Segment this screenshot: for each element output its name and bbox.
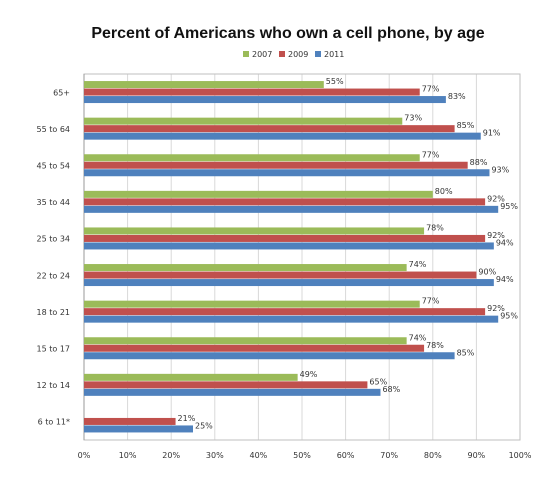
bar-2007-25-to-34 bbox=[84, 227, 425, 235]
x-tick-label: 10% bbox=[119, 451, 137, 460]
x-tick-label: 0% bbox=[78, 451, 91, 460]
bar-2011-55-to-64 bbox=[84, 132, 481, 140]
x-tick-label: 40% bbox=[250, 451, 268, 460]
data-label-2007-35-to-44: 80% bbox=[435, 187, 453, 196]
x-tick-label: 100% bbox=[509, 451, 532, 460]
bar-2007-55-to-64 bbox=[84, 117, 403, 125]
bars bbox=[84, 81, 499, 433]
legend-label-2011: 2011 bbox=[324, 50, 344, 59]
bar-2007-65 bbox=[84, 81, 324, 89]
data-label-2009-55-to-64: 85% bbox=[457, 121, 475, 130]
data-label-2009-22-to-24: 90% bbox=[478, 268, 496, 277]
data-label-2007-55-to-64: 73% bbox=[404, 114, 422, 123]
category-label-65: 65+ bbox=[53, 88, 70, 97]
bar-2011-15-to-17 bbox=[84, 352, 455, 360]
x-tick-label: 20% bbox=[162, 451, 180, 460]
data-label-2011-18-to-21: 95% bbox=[500, 312, 518, 321]
data-label-2007-22-to-24: 74% bbox=[409, 260, 427, 269]
x-tick-label: 80% bbox=[424, 451, 442, 460]
data-labels: 55%77%83%73%85%91%77%88%93%80%92%95%78%9… bbox=[178, 77, 519, 430]
data-label-2009-12-to-14: 65% bbox=[369, 377, 387, 386]
bar-2009-6-to-11 bbox=[84, 417, 176, 425]
data-label-2011-15-to-17: 85% bbox=[457, 348, 475, 357]
bar-2009-15-to-17 bbox=[84, 344, 425, 352]
category-label-22-to-24: 22 to 24 bbox=[37, 271, 70, 280]
data-label-2007-45-to-54: 77% bbox=[422, 150, 440, 159]
data-label-2009-65: 77% bbox=[422, 85, 440, 94]
legend: 2007 2009 2011 bbox=[243, 50, 344, 59]
bar-2009-55-to-64 bbox=[84, 125, 455, 133]
bar-2009-22-to-24 bbox=[84, 271, 477, 279]
category-label-25-to-34: 25 to 34 bbox=[37, 235, 70, 244]
legend-label-2007: 2007 bbox=[252, 50, 272, 59]
data-label-2011-45-to-54: 93% bbox=[491, 165, 509, 174]
bar-2009-18-to-21 bbox=[84, 308, 486, 316]
bar-2011-12-to-14 bbox=[84, 388, 381, 396]
data-label-2011-65: 83% bbox=[448, 92, 466, 101]
bar-2011-18-to-21 bbox=[84, 315, 499, 323]
x-tick-label: 30% bbox=[206, 451, 224, 460]
bar-2011-35-to-44 bbox=[84, 205, 499, 213]
data-label-2009-18-to-21: 92% bbox=[487, 304, 505, 313]
x-tick-labels: 0% 10% 20% 30% 40% 50% 60% 70% 80% 90% 100% bbox=[78, 451, 532, 460]
bar-2011-6-to-11 bbox=[84, 425, 193, 433]
bar-2009-35-to-44 bbox=[84, 198, 486, 206]
category-label-45-to-54: 45 to 54 bbox=[37, 162, 70, 171]
bar-2007-15-to-17 bbox=[84, 337, 407, 345]
data-label-2007-25-to-34: 78% bbox=[426, 223, 444, 232]
chart-title: Percent of Americans who own a cell phon… bbox=[91, 25, 484, 42]
data-label-2011-55-to-64: 91% bbox=[483, 129, 501, 138]
category-label-12-to-14: 12 to 14 bbox=[37, 381, 70, 390]
category-label-6-to-11: 6 to 11* bbox=[38, 418, 70, 427]
bar-2007-35-to-44 bbox=[84, 190, 433, 198]
bar-2007-18-to-21 bbox=[84, 300, 420, 308]
category-label-35-to-44: 35 to 44 bbox=[37, 198, 70, 207]
legend-label-2009: 2009 bbox=[288, 50, 308, 59]
category-label-15-to-17: 15 to 17 bbox=[37, 345, 70, 354]
bar-2007-45-to-54 bbox=[84, 154, 420, 162]
data-label-2009-6-to-11: 21% bbox=[178, 414, 196, 423]
bar-2011-45-to-54 bbox=[84, 169, 490, 177]
bar-2009-25-to-34 bbox=[84, 234, 486, 242]
category-label-18-to-21: 18 to 21 bbox=[37, 308, 70, 317]
data-label-2009-25-to-34: 92% bbox=[487, 231, 505, 240]
x-tick-label: 60% bbox=[337, 451, 355, 460]
x-tick-label: 50% bbox=[293, 451, 311, 460]
x-tick-label: 70% bbox=[380, 451, 398, 460]
bar-2011-65 bbox=[84, 96, 446, 104]
bar-2011-25-to-34 bbox=[84, 242, 494, 250]
data-label-2007-12-to-14: 49% bbox=[300, 370, 318, 379]
data-label-2009-35-to-44: 92% bbox=[487, 194, 505, 203]
category-label-55-to-64: 55 to 64 bbox=[37, 125, 70, 134]
x-tick-label: 90% bbox=[468, 451, 486, 460]
data-label-2007-15-to-17: 74% bbox=[409, 333, 427, 342]
category-labels: 65+ 55 to 64 45 to 54 35 to 44 25 to 34 22 to… bbox=[37, 88, 70, 426]
data-label-2011-22-to-24: 94% bbox=[496, 275, 514, 284]
bar-2007-12-to-14 bbox=[84, 373, 298, 381]
bar-2009-45-to-54 bbox=[84, 161, 468, 169]
legend-swatch-2007 bbox=[243, 51, 249, 57]
data-label-2011-6-to-11: 25% bbox=[195, 421, 213, 430]
data-label-2011-35-to-44: 95% bbox=[500, 202, 518, 211]
data-label-2007-65: 55% bbox=[326, 77, 344, 86]
bar-2011-22-to-24 bbox=[84, 279, 494, 287]
data-label-2009-45-to-54: 88% bbox=[470, 158, 488, 167]
bar-2009-65 bbox=[84, 88, 420, 96]
data-label-2009-15-to-17: 78% bbox=[426, 341, 444, 350]
legend-swatch-2011 bbox=[315, 51, 321, 57]
legend-swatch-2009 bbox=[279, 51, 285, 57]
bar-2007-22-to-24 bbox=[84, 264, 407, 272]
data-label-2007-18-to-21: 77% bbox=[422, 297, 440, 306]
bar-2009-12-to-14 bbox=[84, 381, 368, 389]
data-label-2011-12-to-14: 68% bbox=[382, 385, 400, 394]
data-label-2011-25-to-34: 94% bbox=[496, 238, 514, 247]
